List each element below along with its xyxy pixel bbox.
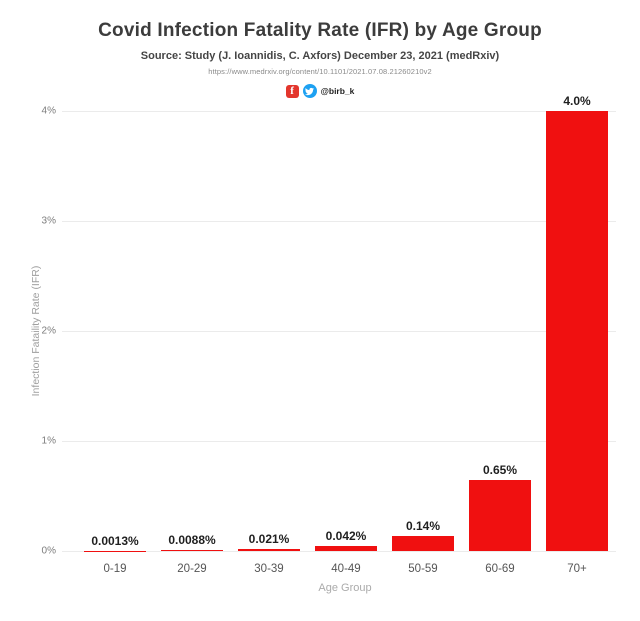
gridline-1% [62,441,616,442]
value-label-20-29: 0.0088% [168,533,216,548]
value-label-0-19: 0.0013% [91,533,139,548]
facebook-icon: f [285,84,299,98]
x-tick-label-50-59: 50-59 [408,563,438,575]
y-tick-label: 1% [41,435,56,447]
bar-20-29 [161,550,223,551]
bar-50-59 [392,535,454,551]
x-tick-label-0-19: 0-19 [103,563,127,575]
value-label-70+: 4.0% [563,94,591,108]
gridline-0% [62,551,616,552]
twitter-icon [302,84,317,98]
x-axis-title: Age Group [318,582,372,594]
y-tick-label: 3% [41,215,56,227]
y-tick-label: 4% [41,105,56,117]
bar-30-39 [238,548,300,551]
value-label-40-49: 0.042% [325,529,367,544]
social-row: f @birb_k [0,83,640,99]
gridline-4% [62,111,616,112]
bar-70+ [546,111,608,551]
chart-subtitle: Source: Study (J. Ioannidis, C. Axfors) … [140,50,500,62]
value-label-30-39: 0.021% [248,531,290,546]
value-label-60-69: 0.65% [482,462,518,477]
y-axis-title-text: Infection Fataility Rate (IFR) [30,265,42,397]
y-tick-label: 2% [41,325,56,337]
x-tick-label-40-49: 40-49 [331,563,361,575]
x-tick-label-30-39: 30-39 [254,563,284,575]
x-tick-label-20-29: 20-29 [177,563,207,575]
value-label-50-59: 0.14% [405,518,441,533]
source-url: https://www.medrxiv.org/content/10.1101/… [208,67,432,76]
x-tick-label-60-69: 60-69 [485,563,515,575]
bar-40-49 [315,546,377,551]
gridline-2% [62,331,616,332]
bar-60-69 [469,479,531,551]
y-tick-label: 0% [41,545,56,557]
twitter-handle: @birb_k [320,86,355,96]
chart-title: Covid Infection Fatality Rate (IFR) by A… [98,20,542,41]
x-tick-label-70+: 70+ [567,563,587,575]
gridline-3% [62,221,616,222]
